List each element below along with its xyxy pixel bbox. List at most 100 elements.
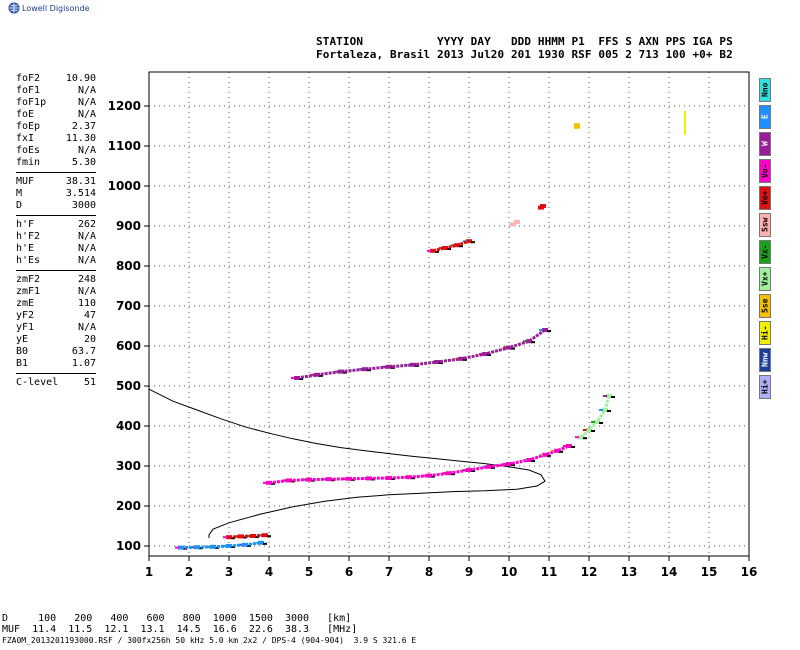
plot-frame (148, 71, 750, 557)
param-row: zmF2 248 (16, 274, 96, 286)
param-key: B1 (16, 358, 29, 369)
x-tick-label: 9 (465, 565, 473, 579)
param-separator (16, 373, 96, 374)
trace-line (432, 239, 470, 253)
trace-Es-trace (223, 533, 271, 540)
param-row: foEp 2.37 (16, 121, 96, 133)
trace-point (231, 537, 235, 540)
param-key: foF2 (16, 73, 41, 84)
trace-point (183, 547, 187, 550)
header-values: Fortaleza, Brasil 2013 Jul20 201 1930 RS… (316, 48, 733, 61)
param-key: zmF2 (16, 274, 41, 285)
x-tick-label: 16 (741, 565, 758, 579)
param-value: N/A (77, 255, 96, 266)
trace-point (559, 450, 563, 453)
param-row: B1 1.07 (16, 358, 96, 370)
legend-item: Vo- (759, 159, 771, 183)
trace-point (439, 362, 443, 364)
param-value: N/A (77, 286, 96, 297)
trace-E-trace (175, 540, 267, 550)
trace-point (319, 374, 323, 377)
param-key: zmF1 (16, 286, 41, 297)
param-value: N/A (77, 85, 96, 96)
trace-line (296, 328, 546, 380)
footer-info: FZA0M_2013201193000.RSF / 300fx256h 50 k… (2, 636, 417, 645)
x-tick-label: 4 (265, 565, 273, 579)
trace-point (427, 249, 431, 252)
globe-icon (8, 2, 20, 14)
x-tick-label: 5 (305, 565, 313, 579)
trace-point (531, 341, 535, 344)
y-tick-label: 800 (116, 259, 141, 273)
param-row: M 3.514 (16, 188, 96, 200)
trace-spur-hi (684, 111, 686, 135)
param-row: foEs N/A (16, 145, 96, 157)
muf-row: MUF 11.4 11.5 12.1 13.1 14.5 16.6 22.6 3… (2, 624, 358, 635)
trace-point (263, 542, 267, 545)
param-separator (16, 215, 96, 216)
trace-point (223, 536, 227, 539)
trace-line (268, 444, 570, 485)
param-row: B0 63.7 (16, 346, 96, 358)
param-key: h'E (16, 243, 35, 254)
y-tick-label: 500 (116, 379, 141, 393)
param-row: zmF1 N/A (16, 286, 96, 298)
trace-point (591, 430, 595, 432)
param-key: foF1p (16, 97, 47, 108)
trace-point (487, 354, 491, 356)
trace-point (471, 470, 475, 472)
trace-point (199, 547, 203, 550)
profile-line (148, 388, 546, 538)
distance-row: D 100 200 400 600 800 1000 1500 3000 [km… (2, 613, 352, 624)
param-row: fmin 5.30 (16, 157, 96, 169)
legend-item: Hi+ (759, 375, 771, 399)
trace-point (526, 339, 532, 344)
trace-point (231, 546, 235, 548)
trace-point (471, 241, 475, 244)
param-key: h'F (16, 219, 35, 230)
y-tick-label: 200 (116, 499, 141, 513)
legend-item: Hi- (759, 321, 771, 345)
y-tick-label: 300 (116, 459, 141, 473)
y-tick-label: 900 (116, 219, 141, 233)
chart-marks (148, 111, 686, 550)
param-value: 3000 (71, 200, 96, 211)
y-tick-label: 1100 (108, 139, 141, 153)
param-key: yF2 (16, 310, 35, 321)
x-tick-label: 7 (385, 565, 393, 579)
param-row: C-level 51 (16, 377, 96, 389)
param-key: M (16, 188, 23, 199)
param-row: foF2 10.90 (16, 73, 96, 85)
param-value: 20 (83, 334, 96, 345)
param-value: N/A (77, 322, 96, 333)
param-row: yE 20 (16, 334, 96, 346)
trace-point (566, 444, 572, 448)
trace-spur-905 (510, 220, 520, 227)
trace-point (539, 329, 543, 331)
legend-item: Nno (759, 78, 771, 102)
trace-point (599, 422, 603, 424)
param-value: 63.7 (71, 346, 96, 357)
trace-third-hop (427, 239, 475, 253)
trace-point (243, 536, 247, 539)
param-key: B0 (16, 346, 29, 357)
trace-point (542, 328, 548, 332)
x-tick-label: 8 (425, 565, 433, 579)
param-row: foF1p N/A (16, 97, 96, 109)
trace-point (255, 536, 259, 538)
param-row: MUF 38.31 (16, 176, 96, 188)
trace-spur-sse (574, 123, 580, 129)
param-key: foF1 (16, 85, 41, 96)
param-key: C-level (16, 377, 59, 388)
param-row: h'E N/A (16, 243, 96, 255)
param-value: 47 (83, 310, 96, 321)
trace-point (684, 117, 686, 123)
legend-item: E (759, 105, 771, 129)
x-tick-label: 3 (225, 565, 233, 579)
trace-line (579, 395, 611, 439)
param-value: N/A (77, 97, 96, 108)
param-value: 38.31 (65, 176, 96, 187)
param-row: fxI 11.30 (16, 133, 96, 145)
param-value: 262 (77, 219, 96, 230)
trace-point (684, 123, 686, 129)
